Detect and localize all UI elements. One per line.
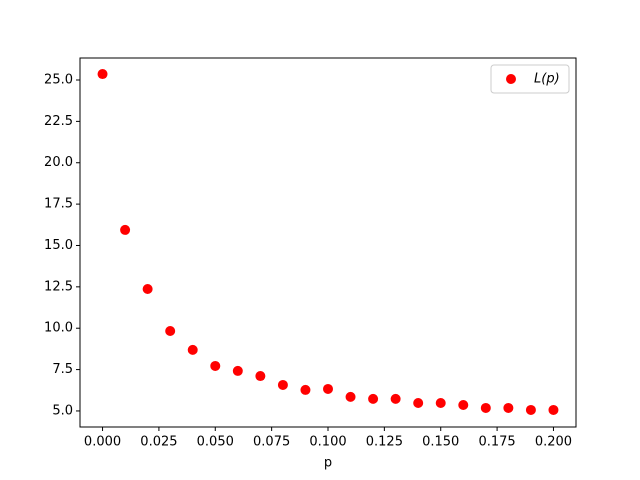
x-tick-label: 0.050 (197, 435, 234, 450)
legend-marker (506, 74, 516, 84)
x-tick-label: 0.075 (253, 435, 290, 450)
point (120, 224, 131, 235)
x-tick-label: 0.150 (422, 435, 459, 450)
y-tick-label: 17.5 (44, 197, 73, 212)
y-tick-label: 7.5 (52, 362, 73, 377)
x-tick-label: 0.000 (84, 435, 121, 450)
point (368, 393, 379, 404)
point (187, 344, 198, 355)
x-tick-label: 0.025 (140, 435, 177, 450)
point (345, 391, 356, 402)
y-tick-label: 25.0 (44, 73, 73, 88)
y-tick-label: 20.0 (44, 155, 73, 170)
point (503, 402, 514, 413)
point (97, 69, 108, 80)
point (232, 365, 243, 376)
point (390, 393, 401, 404)
x-tick-label: 0.175 (478, 435, 515, 450)
legend-label: L(p) (534, 72, 560, 87)
x-tick-label: 0.125 (366, 435, 403, 450)
point (435, 398, 446, 409)
point (548, 404, 559, 415)
y-tick-label: 10.0 (44, 321, 73, 336)
x-tick-label: 0.200 (535, 435, 572, 450)
point (165, 326, 176, 337)
y-tick-label: 22.5 (44, 114, 73, 129)
point (300, 384, 311, 395)
y-tick-label: 15.0 (44, 238, 73, 253)
point (458, 399, 469, 410)
legend-box (490, 64, 570, 94)
point (413, 398, 424, 409)
point (255, 371, 266, 382)
point (277, 379, 288, 390)
y-tick-label: 5.0 (52, 403, 73, 418)
point (323, 383, 333, 394)
point (480, 402, 491, 413)
x-tick-label: 0.100 (309, 435, 346, 450)
point (210, 360, 221, 371)
y-tick-label: 12.5 (44, 279, 73, 294)
axes-frame (79, 57, 577, 428)
point (142, 283, 153, 294)
x-axis-label: p (324, 456, 332, 471)
point (525, 404, 536, 415)
